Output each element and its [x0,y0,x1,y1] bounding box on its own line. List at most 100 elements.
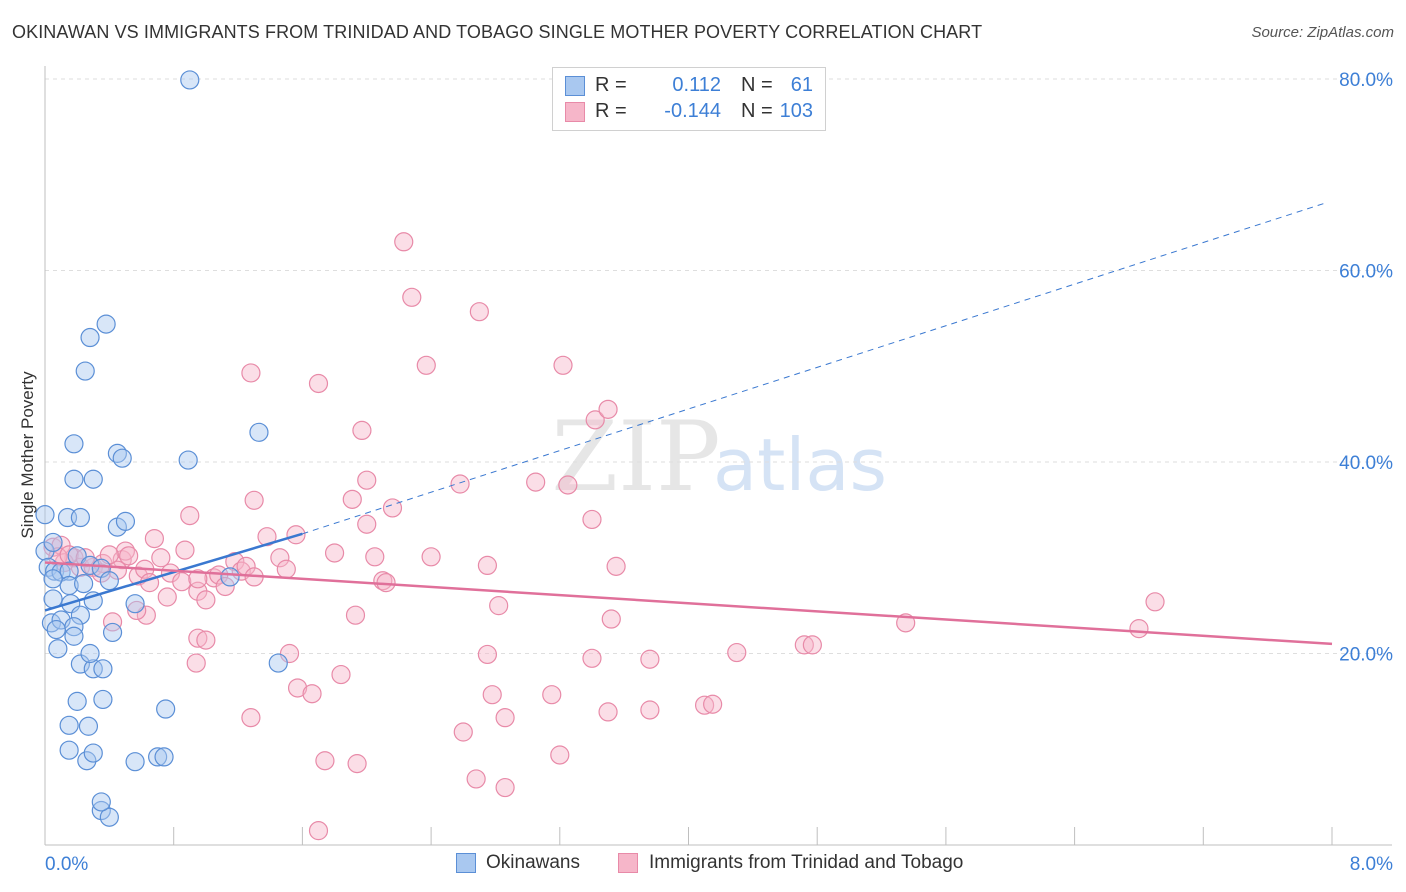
okinawans-point [70,507,90,528]
trinidad-point [91,563,111,583]
trinidad-point [1145,592,1165,612]
okinawans-point [115,511,136,531]
trinidad-point [244,490,264,510]
okinawans-point [83,469,103,489]
okinawans-point [83,659,103,679]
okinawans-point [43,532,63,553]
okinawans-point [64,626,84,646]
trinidad-point [606,556,626,576]
trinidad-point [585,410,605,430]
trinidad-point [495,708,515,728]
trinidad-point [315,751,335,771]
okinawans-point [74,574,94,594]
trinidad-point [365,547,385,567]
okinawans-point [102,622,123,643]
okinawans-point [220,567,240,587]
okinawans-point [112,448,132,468]
okinawans-point [46,619,66,640]
trinidad-point [601,609,621,629]
okinawans-point [99,571,119,591]
okinawans-point [80,643,100,664]
trinidad-point [694,695,715,715]
trinidad-point [357,514,377,534]
trinidad-point [196,630,216,650]
trinidad-point [102,612,123,632]
trinidad-point [466,769,486,789]
trinidad-point [241,363,261,383]
series-trinidad-points [43,232,1165,841]
x-tick-label: 0.0% [45,854,88,875]
trinidad-point [598,702,618,722]
trinidad-point [794,635,814,655]
trinidad-point [489,596,509,616]
trinidad-point [331,664,351,685]
trinidad-point [172,572,192,592]
trinidad-point [477,555,498,576]
watermark: ZIP atlas [551,401,887,513]
okinawans-point [125,594,145,614]
trinidad-point [151,548,171,568]
trinidad-point [526,472,546,492]
axes [44,66,1392,846]
trinidad-point [394,232,414,252]
trinidad-point [802,635,822,655]
trinidad-point [469,302,489,322]
trinidad-point [225,551,245,572]
trinidad-point [347,754,367,774]
chart-title: OKINAWAN VS IMMIGRANTS FROM TRINIDAD AND… [12,22,983,42]
n-label: N = [741,74,773,96]
legend-label: Immigrants from Trinidad and Tobago [649,852,964,873]
r-value: 0.112 [672,74,721,96]
y-tick-label: 40.0% [1339,453,1393,474]
trinidad-point [308,373,329,394]
okinawans-point [178,450,198,470]
watermark-zip: ZIP [551,401,720,513]
trinidad-point [703,694,723,714]
trinidad-point [727,642,747,663]
okinawans-point [59,715,79,735]
okinawans-point [77,751,97,771]
okinawans-point [75,361,95,381]
trinidad-point [188,569,208,589]
trinidad-swatch [565,102,585,122]
trinidad-legend-swatch [618,853,638,873]
okinawans-trend-extension [302,202,1325,535]
trinidad-point [276,559,296,579]
trinidad-point [302,684,322,704]
trinidad-point [215,576,235,597]
trinidad-point [640,649,660,669]
okinawans-point [35,505,55,525]
trinidad-point [582,509,602,530]
trinidad-point [270,548,290,568]
trinidad-point [136,605,156,625]
okinawans-point [70,605,90,625]
trinidad-trend-line [44,561,1333,646]
okinawans-point [268,653,288,673]
okinawans-point [148,747,168,767]
okinawans-point [99,807,119,827]
okinawans-point [83,743,103,763]
y-tick-label: 60.0% [1339,262,1393,283]
trinidad-point [421,547,441,567]
trinidad-point [416,355,436,375]
trinidad-point [598,399,618,419]
trinidad-point [402,287,422,307]
n-label: N = [741,100,773,122]
okinawans-point [93,659,113,679]
okinawans-point [93,689,113,710]
trinidad-point [453,722,473,742]
okinawans-point [59,561,79,581]
trinidad-point [1129,619,1149,639]
trinidad-point [482,685,502,705]
trinidad-point [542,685,562,705]
okinawans-point [64,434,84,454]
okinawans-point [80,327,100,348]
trinidad-point [450,474,470,494]
trinidad-point [324,543,345,563]
legend-label: Okinawans [486,852,580,873]
trinidad-point [558,475,578,495]
trinidad-point [180,506,200,526]
trinidad-point [257,527,277,547]
y-axis-label: Single Mother Poverty [18,371,37,539]
